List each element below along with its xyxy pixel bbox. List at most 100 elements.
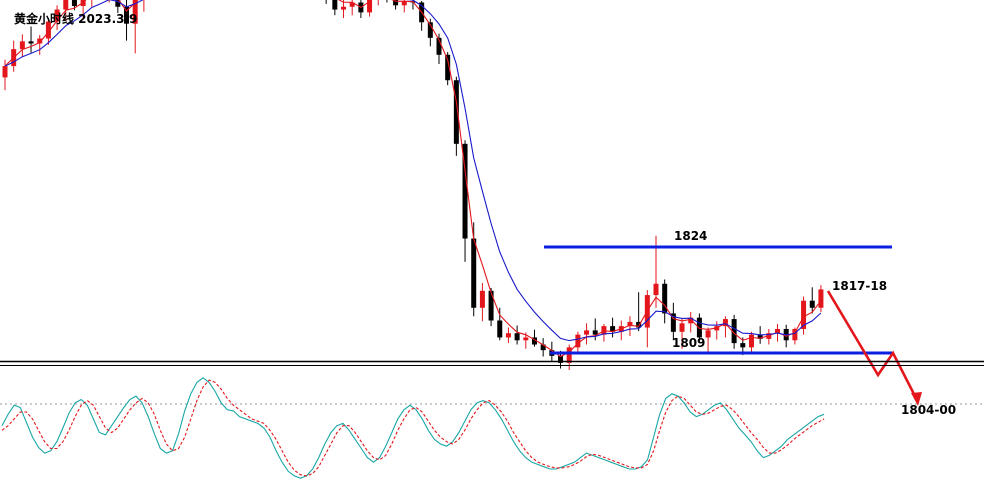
candle-body <box>566 347 572 363</box>
candle <box>679 318 685 349</box>
candle <box>401 0 407 13</box>
forecast-path <box>826 290 920 403</box>
candle-body <box>401 1 407 6</box>
candle-body <box>662 283 668 314</box>
candle-body <box>427 22 433 38</box>
fast-ma-line <box>4 0 822 358</box>
candle-body <box>636 321 642 328</box>
candle <box>627 316 633 337</box>
candle <box>71 0 77 11</box>
candle-body <box>523 337 529 341</box>
candle-body <box>688 317 694 324</box>
candle <box>801 296 807 335</box>
candle-body <box>63 0 69 10</box>
candle <box>325 0 327 4</box>
candle <box>566 344 572 370</box>
candle <box>601 324 607 342</box>
candle-body <box>575 334 581 348</box>
candle-body <box>670 313 676 332</box>
candle <box>28 26 34 53</box>
candle <box>367 0 373 17</box>
kdj-oscillator <box>0 377 984 479</box>
candle <box>462 140 468 262</box>
candle-body <box>367 0 373 13</box>
candle <box>610 317 616 338</box>
candle-body <box>19 41 25 50</box>
candle <box>436 33 442 64</box>
candle-body <box>479 290 485 308</box>
candle-body <box>705 330 711 338</box>
candle-body <box>349 2 355 7</box>
candle <box>386 0 388 3</box>
candle-body <box>792 328 798 341</box>
candle-body <box>722 319 728 327</box>
chart-title: 黄金小时线 2023.3.9 <box>14 11 137 26</box>
candle <box>488 287 494 327</box>
candle <box>132 0 138 54</box>
candle <box>714 321 720 340</box>
candle <box>115 0 121 14</box>
candle-body <box>341 6 347 10</box>
candle-body <box>757 334 763 339</box>
candle <box>427 18 433 47</box>
slow-ma-line <box>4 0 822 342</box>
candlesticks <box>2 0 824 370</box>
candle <box>818 285 824 313</box>
candle-body <box>809 300 815 308</box>
candle-body <box>592 330 598 335</box>
candle-body <box>488 290 494 321</box>
candle-body <box>124 6 130 24</box>
candle-body <box>584 330 590 335</box>
candle <box>445 51 451 86</box>
candle-body <box>531 337 537 345</box>
candle-body <box>471 238 477 308</box>
candle <box>91 0 93 7</box>
candle <box>143 0 145 12</box>
candle-body <box>453 80 459 144</box>
candle-body <box>462 143 468 239</box>
candle-body <box>696 317 702 338</box>
candle <box>636 292 642 332</box>
candle-body <box>610 326 616 332</box>
candle-body <box>332 0 338 10</box>
candle-body <box>740 343 746 348</box>
candle-body <box>497 320 503 338</box>
current-price-label: 1817-18 <box>832 279 887 293</box>
candle-body <box>2 66 8 78</box>
price-levels <box>544 245 892 355</box>
candle <box>705 327 711 355</box>
candle <box>332 0 338 16</box>
kdj-k-line <box>1 377 825 479</box>
candle-body <box>71 0 77 7</box>
candle-body <box>818 289 824 308</box>
candle <box>37 35 43 55</box>
candle-body <box>115 0 121 7</box>
candle <box>377 0 379 6</box>
forecast-arrow <box>826 290 922 406</box>
candle <box>514 325 520 345</box>
candle-body <box>393 0 399 6</box>
candle-body <box>558 355 564 363</box>
candle-body <box>748 334 754 348</box>
candle <box>792 327 798 345</box>
candle <box>2 59 8 91</box>
candle <box>531 329 537 347</box>
candle <box>505 327 511 344</box>
support-level-label: 1809 <box>672 336 705 350</box>
candle-body <box>801 300 807 329</box>
candle <box>662 279 668 324</box>
candle-body <box>514 333 520 341</box>
candle <box>54 5 60 31</box>
candle-body <box>653 283 659 296</box>
candle <box>453 76 459 156</box>
candle <box>688 312 694 333</box>
panel-separator <box>0 360 984 366</box>
candle-body <box>679 323 685 332</box>
candle-body <box>505 333 511 338</box>
resistance-level-label: 1824 <box>674 229 707 243</box>
candle <box>809 287 815 314</box>
candle <box>618 320 624 341</box>
candle <box>63 0 69 21</box>
candle <box>479 283 485 322</box>
